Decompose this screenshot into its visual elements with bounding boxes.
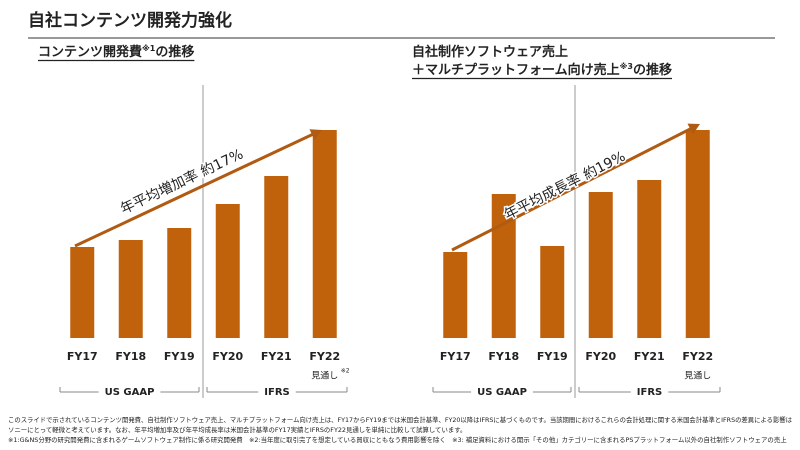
x-tick-label: FY22 — [309, 350, 340, 363]
bar — [540, 246, 565, 338]
bar — [637, 180, 662, 338]
slide-title: 自社コンテンツ開発力強化 — [28, 10, 232, 31]
growth-arrow-head — [687, 123, 700, 135]
x-tick-label: FY20 — [212, 350, 243, 363]
chart-title-text: コンテンツ開発費 — [38, 44, 142, 60]
x-tick-label: FY20 — [585, 350, 616, 363]
bar — [118, 240, 143, 338]
segment-label: IFRS — [637, 387, 662, 398]
x-tick-label: FY21 — [261, 350, 292, 363]
x-tick-label: FY19 — [537, 350, 568, 363]
growth-arrow — [451, 126, 694, 252]
footnote: このスライドで示されているコンテンツ開発費、自社制作ソフトウェア売上、マルチプラ… — [8, 415, 793, 424]
x-tick-label: FY22 — [682, 350, 713, 363]
segment-label: IFRS — [264, 387, 289, 398]
chart-title-text: ＋マルチプラットフォーム向け売上 — [412, 62, 620, 78]
chart-title: ＋マルチプラットフォーム向け売上※3の推移 — [412, 61, 672, 78]
chart-title-suffix: の推移 — [155, 44, 194, 60]
footnote: ソニーにとって軽微と考えています。なお、年平均増加率及び年平均成長率は米国会計基… — [8, 425, 466, 434]
segment-label: US GAAP — [105, 387, 155, 398]
forecast-label: 見通し — [311, 371, 338, 382]
segment-label: US GAAP — [477, 387, 527, 398]
bar — [588, 192, 613, 338]
chart-title-text: 自社制作ソフトウェア売上 — [412, 44, 568, 60]
chart-title-suffix: の推移 — [633, 62, 672, 78]
footnote: ※1:G&NS分野の研究開発費に含まれるゲームソフトウェア制作に係る研究開発費 … — [8, 435, 787, 444]
bar — [70, 247, 95, 338]
x-tick-label: FY19 — [164, 350, 195, 363]
x-tick-label: FY21 — [634, 350, 665, 363]
x-tick-label: FY18 — [488, 350, 519, 363]
bar — [443, 252, 468, 338]
chart-title-note: ※3 — [620, 61, 633, 71]
chart-title: コンテンツ開発費※1の推移 — [38, 43, 194, 60]
forecast-label: 見通し — [684, 371, 711, 382]
x-tick-label: FY17 — [67, 350, 98, 363]
growth-arrow — [74, 132, 316, 248]
bar — [264, 176, 289, 338]
forecast-note: ※2 — [341, 368, 350, 375]
x-tick-label: FY18 — [115, 350, 146, 363]
chart-title: 自社制作ソフトウェア売上 — [412, 44, 568, 60]
bar — [167, 228, 192, 338]
growth-arrow-head — [309, 129, 322, 141]
chart-title-note: ※1 — [142, 43, 156, 53]
bar — [685, 130, 710, 338]
bar — [215, 204, 240, 338]
bar — [312, 130, 337, 338]
x-tick-label: FY17 — [440, 350, 471, 363]
